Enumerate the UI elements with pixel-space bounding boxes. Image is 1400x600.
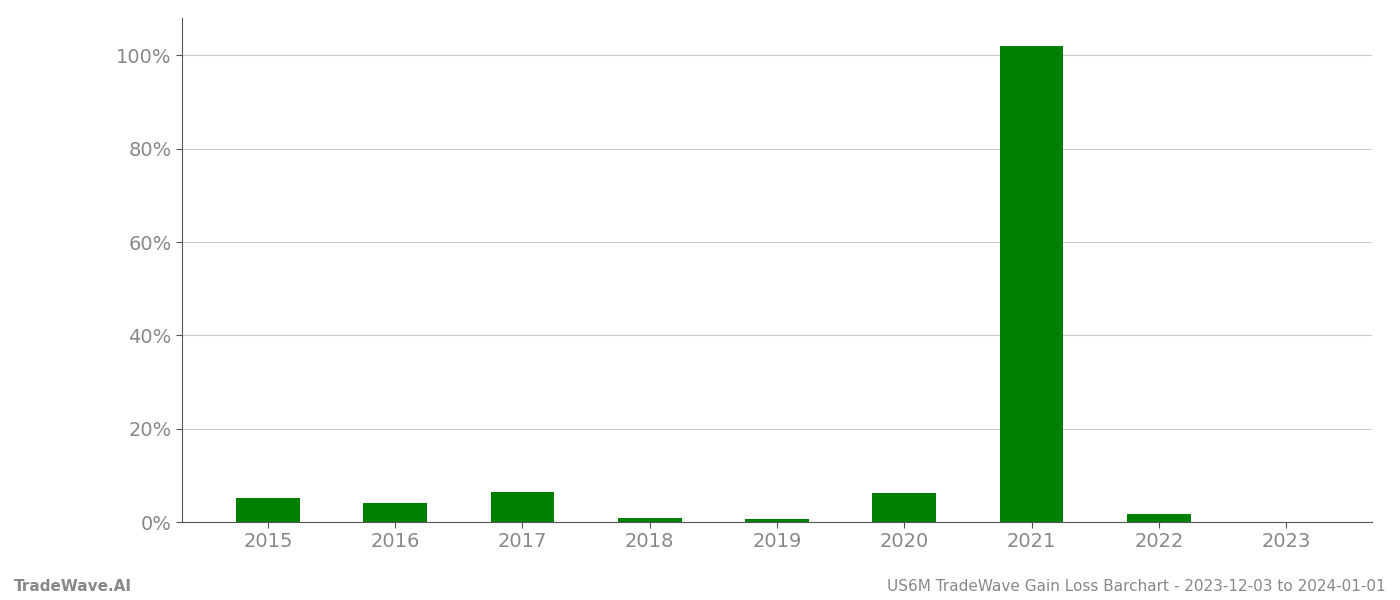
Bar [1127,514,1190,522]
Bar [1000,46,1064,522]
Bar [872,493,937,522]
Bar [364,503,427,522]
Bar [617,518,682,522]
Text: TradeWave.AI: TradeWave.AI [14,579,132,594]
Bar [490,491,554,522]
Text: US6M TradeWave Gain Loss Barchart - 2023-12-03 to 2024-01-01: US6M TradeWave Gain Loss Barchart - 2023… [888,579,1386,594]
Bar [237,498,300,522]
Bar [745,519,809,522]
